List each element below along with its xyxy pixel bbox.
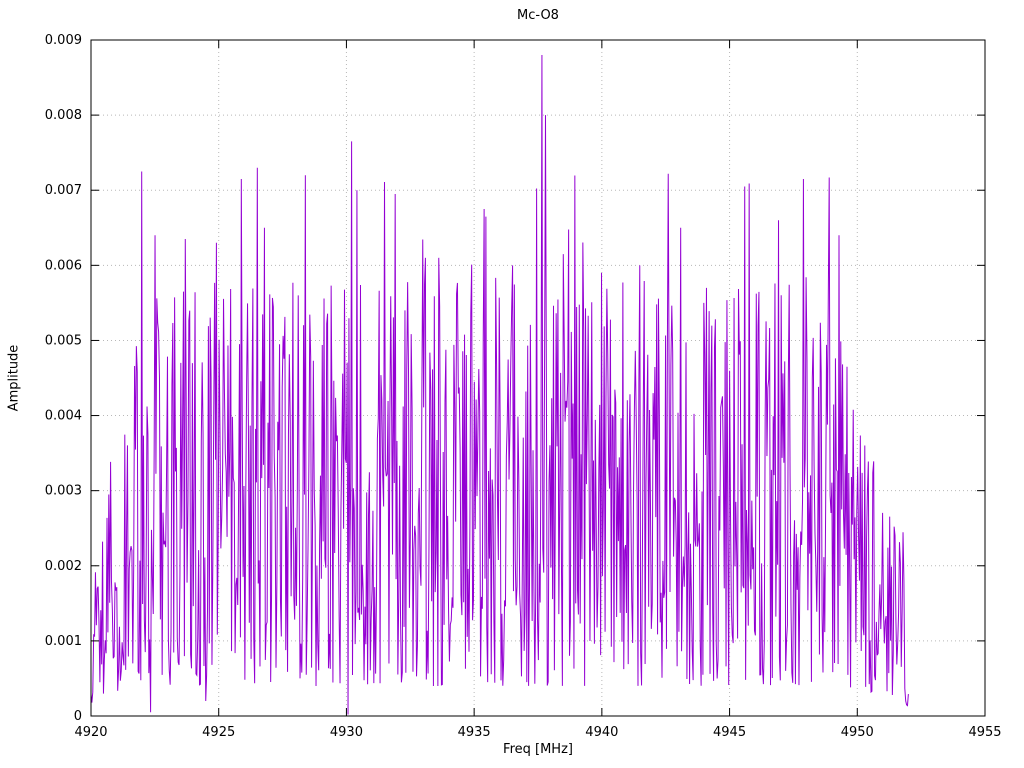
x-tick-label: 4920 <box>74 725 107 740</box>
x-tick-label: 4940 <box>585 725 618 740</box>
y-tick-label: 0 <box>74 709 82 724</box>
y-tick-label: 0.003 <box>45 484 82 499</box>
y-tick-label: 0.009 <box>45 33 82 48</box>
y-axis-label: Amplitude <box>6 344 22 412</box>
x-axis-label: Freq [MHz] <box>503 742 573 757</box>
y-tick-label: 0.004 <box>45 409 82 424</box>
y-tick-label: 0.007 <box>45 183 82 198</box>
x-tick-label: 4955 <box>968 725 1001 740</box>
chart-title: Mc-O8 <box>517 8 559 23</box>
x-tick-label: 4945 <box>713 725 746 740</box>
y-tick-label: 0.002 <box>45 559 82 574</box>
y-tick-label: 0.005 <box>45 333 82 348</box>
y-tick-label: 0.008 <box>45 108 82 123</box>
x-tick-label: 4925 <box>202 725 235 740</box>
y-tick-label: 0.001 <box>45 634 82 649</box>
y-tick-label: 0.006 <box>45 258 82 273</box>
x-tick-label: 4930 <box>330 725 363 740</box>
x-tick-label: 4950 <box>841 725 874 740</box>
x-tick-label: 4935 <box>458 725 491 740</box>
